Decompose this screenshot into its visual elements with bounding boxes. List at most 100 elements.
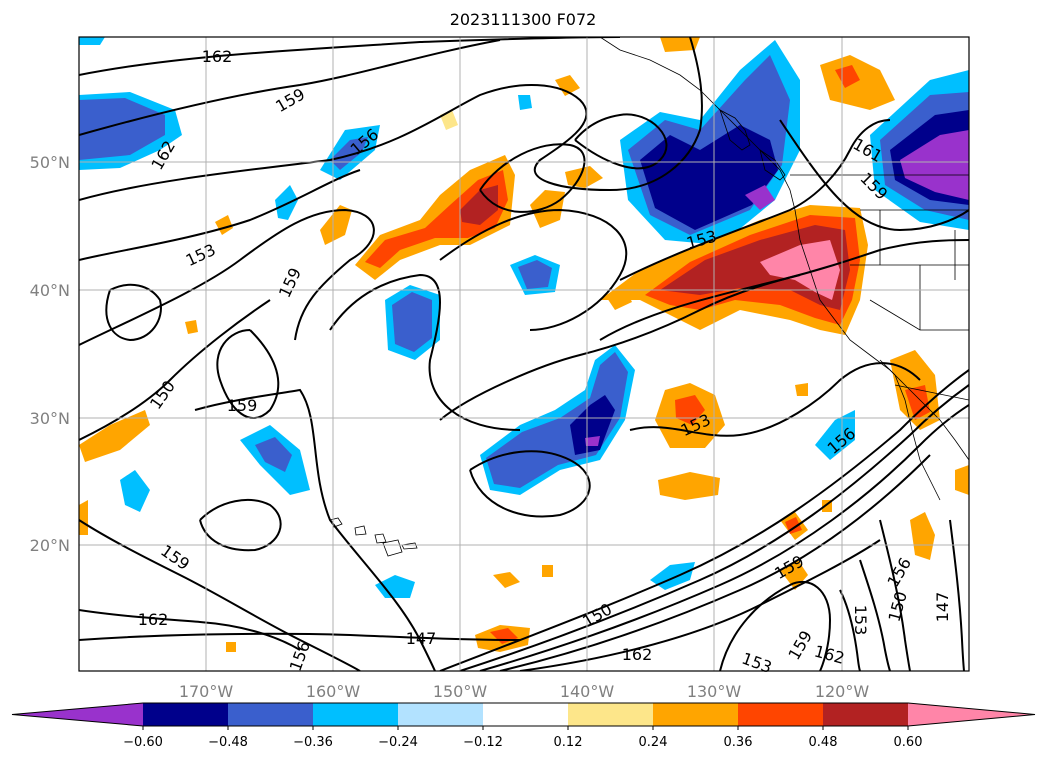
neg-anomaly-gulf-purple xyxy=(745,185,775,210)
contour-line-left-ring xyxy=(199,499,282,552)
colorbar-swatch xyxy=(398,703,483,726)
contour-line-156-se2 xyxy=(859,559,891,671)
lon-label: 160°W xyxy=(306,682,361,701)
colorbar-tick-label: −0.60 xyxy=(123,735,163,750)
plot-frame xyxy=(78,36,970,672)
neg-anomaly-gulf-core xyxy=(640,125,778,230)
pos-anomaly-small-h xyxy=(226,642,236,652)
pos-anomaly-top-center2 xyxy=(660,37,700,52)
pos-anomaly-midpac-mid xyxy=(365,170,508,268)
colorbar-swatch xyxy=(143,703,228,726)
lon-label: 130°W xyxy=(687,682,742,701)
contour-line-159-band xyxy=(499,454,931,671)
contour-line-western-ring xyxy=(105,283,162,342)
colorbar-extend-max xyxy=(908,703,1035,726)
lat-axis-labels: 50°N 40°N 30°N 20°N xyxy=(30,153,70,555)
contour-line-trough-east xyxy=(779,119,969,232)
contour-label: 162 xyxy=(202,47,233,66)
colorbar-tick-label: 0.36 xyxy=(724,735,753,750)
contour-line-159-se2 xyxy=(839,589,861,671)
pos-anomaly-small-g xyxy=(955,465,969,495)
pos-anomaly-se1 xyxy=(910,512,935,560)
contour-label: 153 xyxy=(851,605,870,636)
lon-label: 150°W xyxy=(433,682,488,701)
neg-anomaly-se xyxy=(815,410,855,460)
contour-line-147 xyxy=(79,632,521,641)
height-contours xyxy=(79,37,969,671)
contour-line-loop-e2 xyxy=(479,143,586,213)
contour-line-mid-south-ring xyxy=(469,450,591,518)
pos-anomaly-small-f xyxy=(79,500,88,535)
coast-baja xyxy=(879,359,941,501)
contour-label: 147 xyxy=(933,592,952,623)
pos-anomaly-center-s2 xyxy=(658,472,720,500)
colorbar-swatch xyxy=(823,703,908,726)
lon-label: 170°W xyxy=(179,682,234,701)
colorbar-tick-label: 0.48 xyxy=(809,735,838,750)
colorbar-swatch xyxy=(483,703,568,726)
pos-anomaly-cal-pink xyxy=(760,240,840,300)
lat-label: 50°N xyxy=(30,153,70,172)
colorbar-swatch xyxy=(568,703,653,726)
neg-anomaly-ne-purple xyxy=(900,130,969,200)
neg-anomaly-small1-core xyxy=(518,260,552,289)
contour-line-156-band xyxy=(479,404,969,671)
contour-label: 162 xyxy=(138,610,169,629)
pos-anomaly-topmid xyxy=(530,190,565,228)
contour-line-162-south xyxy=(79,609,301,651)
coast-vancouver xyxy=(759,149,786,181)
colorbar: −0.60 −0.48 −0.36 −0.24 −0.12 0.12 0.24 0.36 0.4… xyxy=(11,702,1036,750)
pos-anomaly-left xyxy=(320,205,352,245)
lat-label: 30°N xyxy=(30,409,70,428)
contour-line-trough2 xyxy=(599,239,969,341)
pos-anomaly-small-e xyxy=(185,320,198,334)
contour-label: 147 xyxy=(406,629,437,648)
neg-anomaly-nw-core xyxy=(79,98,165,160)
neg-anomaly-wsw-core xyxy=(255,437,292,472)
pos-anomaly-s4 xyxy=(493,572,520,588)
contour-line-162-north xyxy=(79,37,621,76)
contour-line-153-trough xyxy=(619,119,891,281)
lat-label: 40°N xyxy=(30,281,70,300)
contour-line-156-north xyxy=(79,37,703,201)
pos-anomaly-small-k xyxy=(542,565,553,577)
neg-anomaly-south-mid xyxy=(486,352,628,488)
pos-anomaly-topright-mid xyxy=(835,65,860,88)
coastlines xyxy=(329,37,969,557)
colorbar-tick-label: 0.60 xyxy=(894,735,923,750)
coast-hawaii-4 xyxy=(382,539,403,557)
contour-label: 162 xyxy=(622,645,653,664)
contour-line-ridge-se xyxy=(719,580,832,671)
contour-line-mid-ring xyxy=(329,273,521,431)
pos-anomaly-small-a xyxy=(555,75,580,96)
contour-line-inner-low xyxy=(439,208,628,331)
neg-anomaly-center-core xyxy=(392,292,432,352)
border-mexico xyxy=(894,384,969,401)
lon-label: 120°W xyxy=(815,682,870,701)
contour-line-153-se2 xyxy=(879,519,911,671)
lat-label: 20°N xyxy=(30,536,70,555)
neg-anomaly-small2 xyxy=(518,95,532,110)
map-title: 2023111300 F072 xyxy=(450,10,597,29)
coast-hawaii-5 xyxy=(401,542,418,550)
neg-anomaly-sw xyxy=(120,470,150,512)
neg-anomaly-south-purple xyxy=(585,436,600,446)
contour-line-south-loop xyxy=(439,274,801,421)
colorbar-tick-label: −0.12 xyxy=(463,735,503,750)
coast-islands-bc xyxy=(719,109,751,151)
pos-anomaly-baja-mid xyxy=(905,385,930,420)
coast-alaska-panhandle xyxy=(599,37,969,461)
colorbar-swatch xyxy=(228,703,313,726)
neg-anomaly-s3 xyxy=(375,575,415,598)
colorbar-swatch xyxy=(738,703,823,726)
colorbar-tick-label: −0.36 xyxy=(293,735,333,750)
colorbar-tick-label: 0.24 xyxy=(639,735,668,750)
colorbar-tick-label: −0.48 xyxy=(208,735,248,750)
contour-label: 159 xyxy=(227,396,258,415)
contour-line-159-south xyxy=(79,519,361,671)
contour-line-loop-e xyxy=(574,113,668,170)
anomaly-fill-layer xyxy=(79,37,969,652)
pos-anomaly-small-b xyxy=(565,166,603,188)
colorbar-extend-min xyxy=(12,703,143,726)
